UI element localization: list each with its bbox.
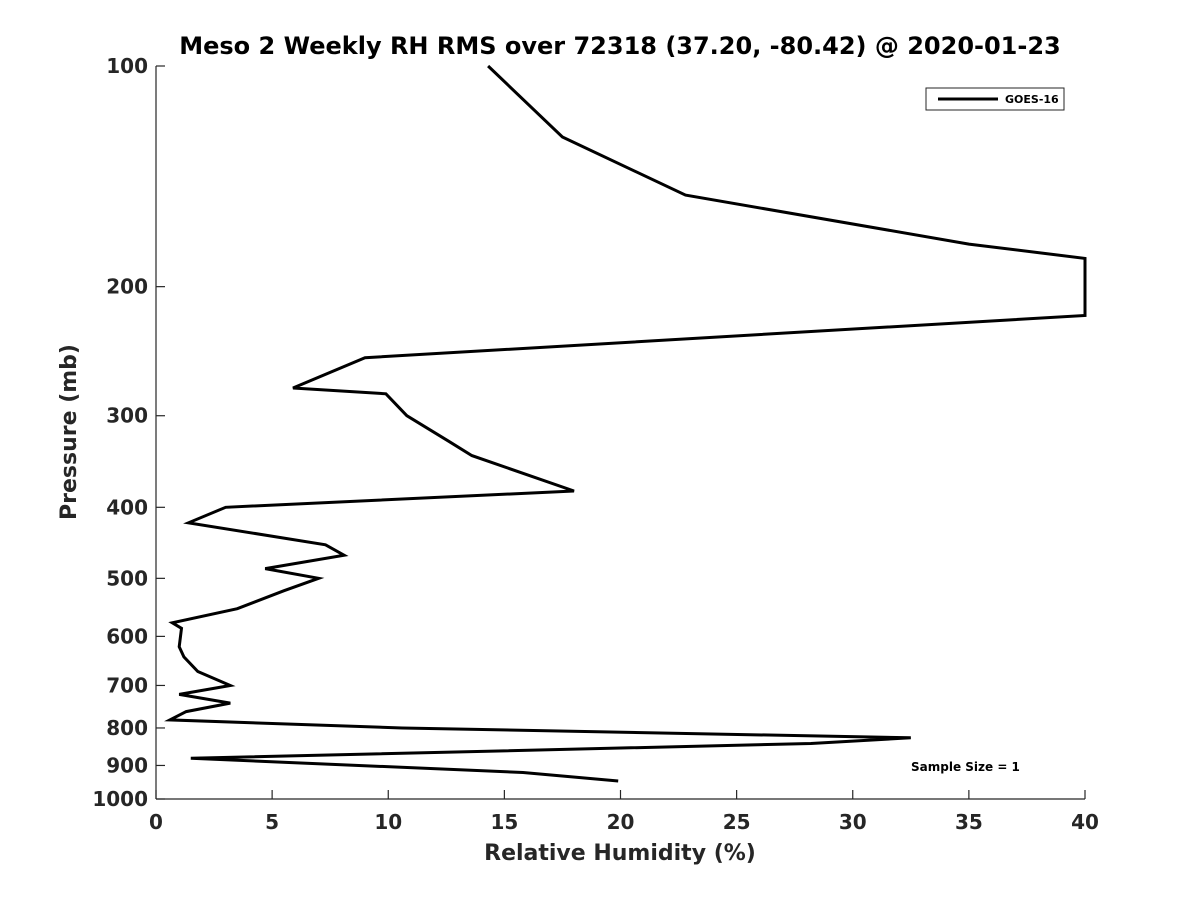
legend-label-goes-16: GOES-16 <box>1005 93 1059 106</box>
x-tick-label: 35 <box>955 810 983 834</box>
x-tick-label: 0 <box>149 810 163 834</box>
y-tick-label: 600 <box>106 624 148 648</box>
x-tick-label: 30 <box>839 810 867 834</box>
y-tick-label: 700 <box>106 673 148 697</box>
x-tick-label: 5 <box>265 810 279 834</box>
y-tick-label: 1000 <box>92 787 148 811</box>
x-axis-ticks: 0 5 10 15 20 25 30 35 40 <box>149 790 1099 834</box>
x-tick-label: 20 <box>607 810 635 834</box>
sample-size-annotation: Sample Size = 1 <box>911 760 1020 774</box>
chart-title: Meso 2 Weekly RH RMS over 72318 (37.20, … <box>179 32 1061 60</box>
y-tick-label: 900 <box>106 753 148 777</box>
x-tick-label: 25 <box>723 810 751 834</box>
x-tick-label: 15 <box>490 810 518 834</box>
y-tick-label: 200 <box>106 275 148 299</box>
y-tick-label: 300 <box>106 404 148 428</box>
y-axis-label: Pressure (mb) <box>57 344 82 520</box>
series-layer <box>164 64 1087 783</box>
series-line-goes-16 <box>164 64 1087 783</box>
y-tick-label: 100 <box>106 54 148 78</box>
y-tick-label: 400 <box>106 495 148 519</box>
legend: GOES-16 <box>925 87 1065 111</box>
x-axis-label: Relative Humidity (%) <box>484 841 756 866</box>
x-tick-label: 40 <box>1071 810 1099 834</box>
y-axis-ticks: 100 200 300 400 500 600 700 800 900 1000 <box>92 54 165 811</box>
y-tick-label: 800 <box>106 716 148 740</box>
y-tick-label: 500 <box>106 566 148 590</box>
x-tick-label: 10 <box>374 810 402 834</box>
